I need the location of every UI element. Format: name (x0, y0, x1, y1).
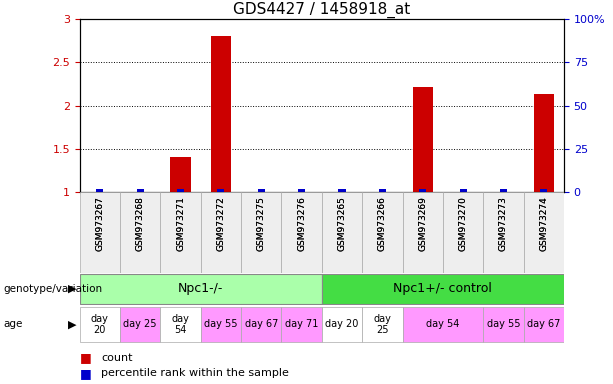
Bar (413, 87, 433, 192)
Text: GSM973274: GSM973274 (539, 196, 548, 251)
Text: day 20: day 20 (326, 319, 359, 329)
Text: day
20: day 20 (91, 314, 109, 335)
Text: GSM973271: GSM973271 (176, 196, 185, 251)
Text: day 55: day 55 (204, 319, 238, 329)
FancyBboxPatch shape (80, 307, 120, 342)
Text: GSM973267: GSM973267 (96, 196, 104, 251)
Text: ▶: ▶ (68, 284, 77, 294)
Text: day
25: day 25 (373, 314, 391, 335)
Bar (211, 36, 231, 192)
Text: percentile rank within the sample: percentile rank within the sample (101, 368, 289, 378)
Text: day 25: day 25 (123, 319, 157, 329)
FancyBboxPatch shape (80, 274, 322, 304)
Bar (96, 189, 104, 192)
Bar (540, 189, 547, 192)
Text: day
54: day 54 (172, 314, 189, 335)
Text: day 71: day 71 (285, 319, 318, 329)
Bar (218, 189, 224, 192)
FancyBboxPatch shape (161, 192, 201, 273)
Bar (338, 189, 346, 192)
Text: GSM973276: GSM973276 (297, 196, 306, 251)
Text: GSM973273: GSM973273 (499, 196, 508, 251)
Bar (170, 157, 191, 192)
FancyBboxPatch shape (403, 192, 443, 273)
Text: GSM973270: GSM973270 (459, 196, 468, 251)
Text: GSM973266: GSM973266 (378, 196, 387, 251)
Text: count: count (101, 353, 132, 363)
FancyBboxPatch shape (161, 307, 201, 342)
Text: ▶: ▶ (68, 319, 77, 329)
Text: GSM973275: GSM973275 (257, 196, 266, 251)
FancyBboxPatch shape (322, 274, 564, 304)
Text: GSM973271: GSM973271 (176, 196, 185, 251)
FancyBboxPatch shape (362, 307, 403, 342)
Text: GSM973268: GSM973268 (135, 196, 145, 251)
FancyBboxPatch shape (120, 307, 161, 342)
Text: genotype/variation: genotype/variation (3, 284, 102, 294)
FancyBboxPatch shape (201, 307, 241, 342)
Text: age: age (3, 319, 23, 329)
FancyBboxPatch shape (524, 307, 564, 342)
Bar (419, 189, 426, 192)
Text: GSM973276: GSM973276 (297, 196, 306, 251)
FancyBboxPatch shape (241, 307, 281, 342)
FancyBboxPatch shape (483, 192, 524, 273)
Text: GSM973269: GSM973269 (418, 196, 427, 251)
FancyBboxPatch shape (362, 192, 403, 273)
Text: ■: ■ (80, 367, 91, 380)
FancyBboxPatch shape (241, 192, 281, 273)
Text: GSM973266: GSM973266 (378, 196, 387, 251)
Bar (257, 189, 265, 192)
Text: GSM973275: GSM973275 (257, 196, 266, 251)
Text: day 67: day 67 (245, 319, 278, 329)
Text: day 54: day 54 (426, 319, 460, 329)
FancyBboxPatch shape (322, 307, 362, 342)
Text: GSM973268: GSM973268 (135, 196, 145, 251)
Text: GSM973272: GSM973272 (216, 196, 226, 251)
Bar (298, 189, 305, 192)
Text: day 67: day 67 (527, 319, 560, 329)
FancyBboxPatch shape (281, 192, 322, 273)
FancyBboxPatch shape (80, 192, 120, 273)
FancyBboxPatch shape (281, 307, 322, 342)
Text: ■: ■ (80, 351, 91, 364)
Text: GSM973272: GSM973272 (216, 196, 226, 251)
Text: Npc1-/-: Npc1-/- (178, 283, 224, 295)
FancyBboxPatch shape (483, 307, 524, 342)
Bar (177, 189, 184, 192)
Bar (379, 189, 386, 192)
Text: Npc1+/- control: Npc1+/- control (394, 283, 492, 295)
Bar (137, 189, 144, 192)
Text: GSM973273: GSM973273 (499, 196, 508, 251)
Text: GSM973274: GSM973274 (539, 196, 548, 251)
Bar (500, 189, 507, 192)
Text: GSM973270: GSM973270 (459, 196, 468, 251)
FancyBboxPatch shape (443, 192, 483, 273)
Text: GSM973265: GSM973265 (338, 196, 346, 251)
Title: GDS4427 / 1458918_at: GDS4427 / 1458918_at (233, 2, 411, 18)
Bar (534, 94, 554, 192)
Text: GSM973269: GSM973269 (418, 196, 427, 251)
FancyBboxPatch shape (322, 192, 362, 273)
Bar (460, 189, 466, 192)
Text: GSM973267: GSM973267 (96, 196, 104, 251)
FancyBboxPatch shape (524, 192, 564, 273)
FancyBboxPatch shape (120, 192, 161, 273)
Text: GSM973265: GSM973265 (338, 196, 346, 251)
FancyBboxPatch shape (201, 192, 241, 273)
Text: day 55: day 55 (487, 319, 520, 329)
FancyBboxPatch shape (403, 307, 483, 342)
